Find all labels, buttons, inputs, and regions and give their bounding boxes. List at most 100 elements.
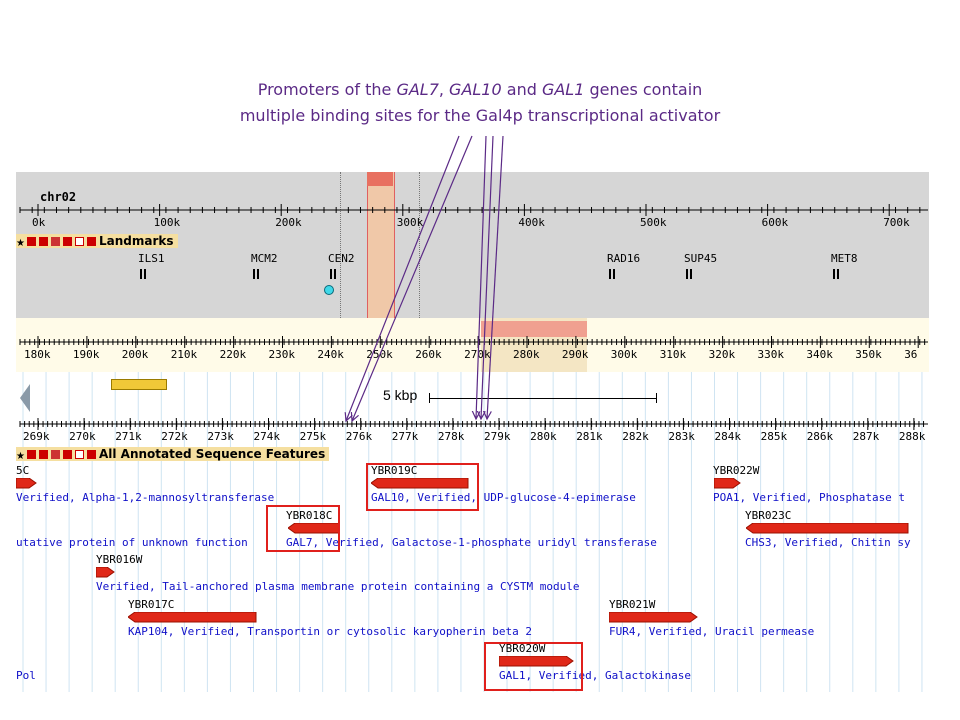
tick-label: 285k [760, 430, 788, 443]
gene-feature-arrow[interactable] [746, 523, 910, 535]
gene-feature-shape[interactable] [128, 612, 257, 623]
chromosome-overview-panel[interactable]: chr02 0k 100k 200k 300k 400k 500k 600k 700k ★ La… [16, 172, 929, 318]
feature-description[interactable]: KAP104, Verified, Transportin or cytosol… [128, 625, 532, 638]
gene-feature-arrow[interactable] [714, 478, 742, 490]
tick-label: 500k [640, 216, 667, 229]
download-icon[interactable] [74, 237, 84, 246]
landmark-marker[interactable] [253, 269, 259, 279]
feature-name[interactable]: YBR017C [128, 598, 175, 611]
tick-label: 180k [24, 348, 51, 361]
gene-feature-arrow[interactable] [16, 478, 38, 490]
feature-description[interactable]: CHS3, Verified, Chitin sy [745, 536, 911, 549]
gene-feature-shape[interactable] [499, 656, 574, 667]
close-icon[interactable] [38, 450, 48, 459]
tick-label: 260k [415, 348, 442, 361]
landmark-marker[interactable] [140, 269, 146, 279]
gene-feature-shape[interactable] [16, 478, 37, 489]
scroll-left-icon[interactable] [16, 380, 46, 420]
tick-label: 284k [714, 430, 742, 443]
tick-label: 250k [366, 348, 393, 361]
landmark-marker[interactable] [686, 269, 692, 279]
feature-name[interactable]: YBR022W [713, 464, 760, 477]
feature-description[interactable]: POA1, Verified, Phosphatase t [713, 491, 906, 504]
feature-description[interactable]: Pol [16, 669, 36, 682]
feature-description[interactable]: Verified, Tail-anchored plasma membrane … [96, 580, 580, 593]
tick-label: 200k [121, 348, 149, 361]
gal10-highlight-box [366, 463, 479, 511]
gene-feature-shape[interactable] [714, 478, 741, 489]
scale-bar-tick [656, 393, 657, 403]
edit-icon[interactable] [62, 450, 72, 459]
feature-name[interactable]: 5C [16, 464, 30, 477]
feature-description[interactable]: GAL7, Verified, Galactose-1-phosphate ur… [286, 536, 657, 549]
minimize-icon[interactable] [26, 450, 36, 459]
gene-feature-arrow[interactable] [499, 656, 575, 668]
edit-icon[interactable] [62, 237, 72, 246]
detail-ruler [19, 418, 928, 430]
landmark-label[interactable]: CEN2 [328, 252, 355, 265]
region-panel[interactable]: 180k 190k 200k 210k 220k 230k 240k 250k 260k 270k… [16, 318, 929, 372]
landmark-label[interactable]: MCM2 [251, 252, 278, 265]
feature-name[interactable]: YBR020W [499, 642, 546, 655]
centromere-marker[interactable] [324, 285, 334, 295]
help-icon[interactable] [86, 237, 96, 246]
feature-name[interactable]: YBR018C [286, 509, 333, 522]
landmark-marker[interactable] [330, 269, 336, 279]
feature-description[interactable]: Verified, Alpha-1,2-mannosyltransferase [16, 491, 275, 504]
feature-name[interactable]: YBR019C [371, 464, 418, 477]
tick-label: 273k [207, 430, 234, 443]
share-icon[interactable] [50, 450, 60, 459]
landmark-label[interactable]: ILS1 [138, 252, 165, 265]
tick-label: 340k [806, 348, 833, 361]
landmark-label[interactable]: MET8 [831, 252, 858, 265]
gal7-highlight-box [266, 505, 340, 552]
landmark-label[interactable]: SUP45 [684, 252, 718, 265]
help-icon[interactable] [86, 450, 96, 459]
tick-label: 278k [437, 430, 465, 443]
detail-panel[interactable]: 5 kbp 269k 270k 271k 272k 273k 274k 275k 276k 27… [16, 372, 929, 692]
tick-label: 190k [72, 348, 100, 361]
feature-name[interactable]: YBR016W [96, 553, 143, 566]
tick-label: 220k [219, 348, 247, 361]
tick-label: 280k [513, 348, 540, 361]
feature-description[interactable]: GAL1, Verified, Galactokinase [499, 669, 692, 682]
detail-grid [22, 372, 923, 692]
gene-feature-shape[interactable] [371, 478, 469, 489]
minimize-icon[interactable] [26, 237, 36, 246]
gene-feature-arrow[interactable] [96, 567, 116, 579]
landmark-marker[interactable] [609, 269, 615, 279]
landmark-label[interactable]: RAD16 [607, 252, 641, 265]
gene-feature-shape[interactable] [746, 523, 909, 534]
share-icon[interactable] [50, 237, 60, 246]
gene-feature-arrow[interactable] [371, 478, 470, 490]
tick-label: 279k [484, 430, 511, 443]
gene-gal7-label: GAL7 [396, 80, 439, 99]
genome-browser: chr02 0k 100k 200k 300k 400k 500k 600k 700k ★ La… [16, 172, 929, 692]
caption-text: Promoters of the [257, 80, 397, 99]
close-icon[interactable] [38, 237, 48, 246]
feature-description[interactable]: GAL10, Verified, UDP-glucose-4-epimerase [371, 491, 636, 504]
gene-feature-shape[interactable] [609, 612, 698, 623]
gene-feature-shape[interactable] [96, 567, 115, 578]
tick-label: 270k [69, 430, 96, 443]
feature-description[interactable]: utative protein of unknown function [16, 536, 248, 549]
tick-label: 230k [268, 348, 296, 361]
gene-gal1-label: GAL1 [541, 80, 585, 99]
tick-label: 400k [518, 216, 545, 229]
tick-label: 300k [610, 348, 638, 361]
chromosome-name: chr02 [40, 190, 77, 204]
star-icon[interactable]: ★ [16, 238, 25, 249]
gene-feature-arrow[interactable] [609, 612, 699, 624]
landmark-marker[interactable] [833, 269, 839, 279]
download-icon[interactable] [74, 450, 84, 459]
feature-description[interactable]: FUR4, Verified, Uracil permease [609, 625, 815, 638]
tick-label: 282k [622, 430, 649, 443]
feature-name[interactable]: YBR023C [745, 509, 792, 522]
landmarks-track-title: Landmarks [98, 234, 174, 248]
zoom-scale-widget[interactable] [111, 379, 167, 390]
caption-line-1: Promoters of the GAL7, GAL10 and GAL1 ge… [0, 78, 960, 102]
features-track-header: ★ All Annotated Sequence Features [16, 447, 330, 462]
feature-name[interactable]: YBR021W [609, 598, 656, 611]
gene-feature-arrow[interactable] [128, 612, 258, 624]
star-icon[interactable]: ★ [16, 451, 25, 462]
